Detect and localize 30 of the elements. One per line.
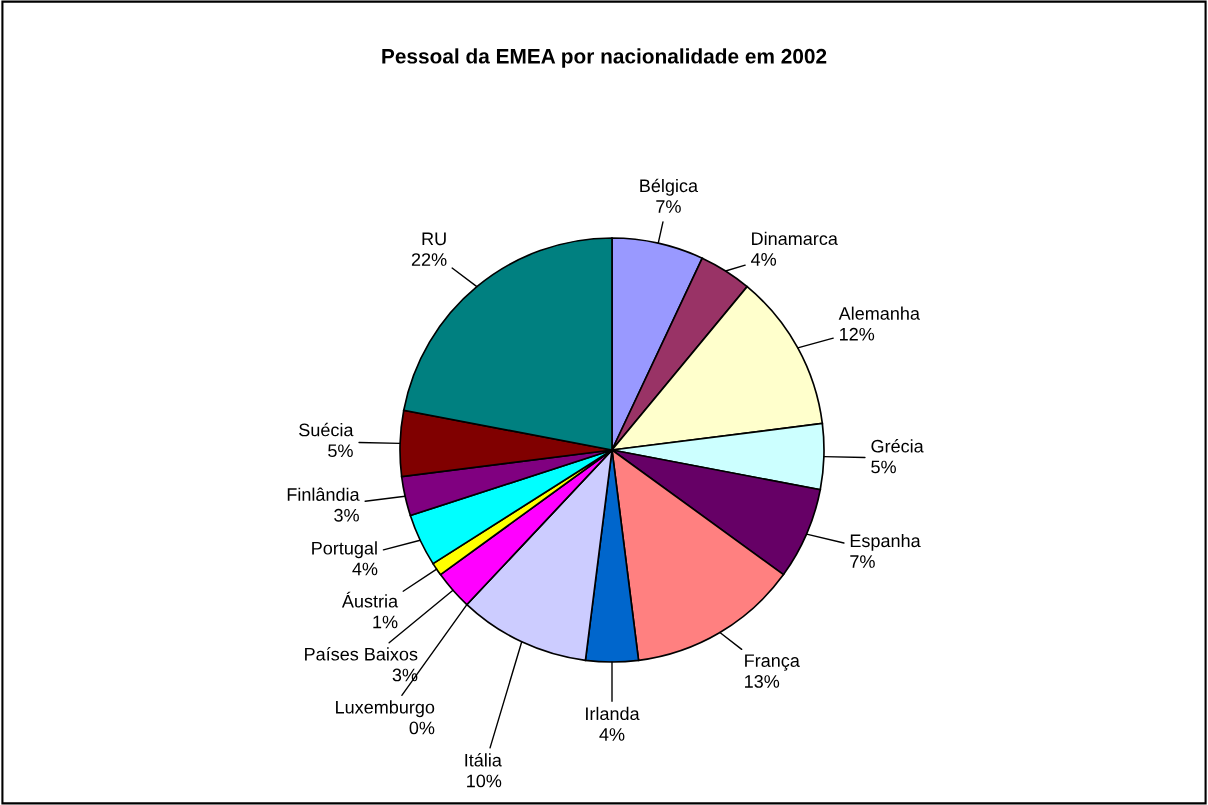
data-label: 4%	[352, 562, 378, 576]
slice-label: Dinamarca	[752, 231, 838, 246]
slice-label: Bélgica	[640, 178, 699, 196]
chart-title: Pessoal da EMEA por nacionalidade em 2002	[382, 48, 827, 68]
slice-label: Itália	[465, 753, 502, 767]
slice-label: RU	[422, 232, 446, 246]
data-label: 7%	[850, 555, 875, 568]
slice-label: Alemanha	[838, 306, 920, 320]
slice-label: Irlanda	[586, 706, 640, 721]
text: 0%	[409, 721, 435, 735]
slice-label: Áustria	[341, 591, 399, 608]
data-label: 10%	[467, 774, 502, 788]
slice-label: Finlândia	[287, 487, 360, 501]
category-label: Luxemburgo	[336, 700, 435, 718]
slice-label: Países Baixos	[305, 647, 418, 661]
slice-label: França	[745, 654, 800, 671]
data-label: 5%	[871, 460, 896, 474]
data-label: 12%	[840, 327, 875, 341]
slice-label: Grécia	[871, 439, 924, 453]
slice-label: Espanha	[850, 533, 921, 551]
slice-label: Portugal	[312, 541, 377, 559]
slice-label: Suécia	[299, 422, 354, 437]
data-label: 22%	[411, 253, 447, 266]
data-label: 13%	[745, 675, 780, 688]
data-label: 5%	[328, 444, 353, 458]
data-label: 4%	[599, 728, 625, 741]
data-label: 4%	[751, 253, 777, 266]
data-label: 1%	[373, 615, 398, 629]
data-label: 3%	[334, 508, 359, 522]
data-label: 7%	[656, 200, 681, 213]
